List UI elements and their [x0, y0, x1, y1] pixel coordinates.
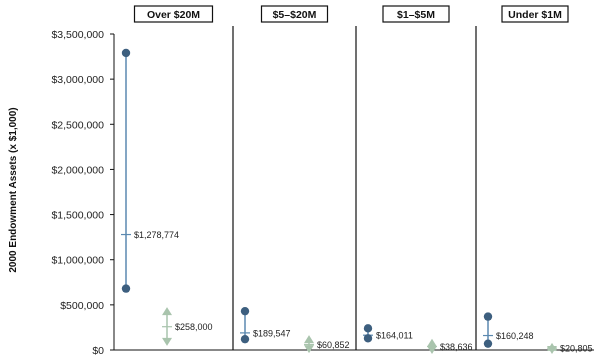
y-axis: $0 $500,000 $1,000,000 $1,500,000 $2,000,000…: [51, 29, 115, 357]
y-tick-label: $1,500,000: [51, 210, 104, 222]
panel-title-box: [260, 5, 329, 23]
panels: Over $20M $1,278,774 $258,000 $5–$20M $189,5…: [114, 5, 594, 354]
y-tick-label: $0: [92, 345, 104, 357]
primary-high-point: [363, 324, 373, 333]
y-tick-label: $3,500,000: [51, 29, 104, 41]
y-axis-title: 2000 Endowment Assets (x $1,000): [8, 107, 19, 272]
secondary-low-point: [304, 345, 314, 354]
y-tick-label: $2,500,000: [51, 119, 104, 131]
secondary-mid-label: $60,852: [317, 340, 350, 350]
panel-1: Over $20M $1,278,774 $258,000: [114, 5, 233, 351]
primary-mid-label: $1,278,774: [134, 230, 179, 240]
panel-title: Under $1M: [508, 9, 562, 21]
primary-low-point: [363, 334, 373, 343]
panel-4: Under $1M $160,248 $20,805: [475, 5, 594, 354]
primary-mid-label: $160,248: [496, 331, 534, 341]
primary-mid-label: $189,547: [253, 328, 291, 338]
primary-low-point: [121, 284, 131, 293]
panel-title: $5–$20M: [273, 9, 317, 21]
panel-2: $5–$20M $189,547 $60,852: [232, 5, 356, 354]
panel-3: $1–$5M $164,011 $38,636: [355, 5, 476, 354]
primary-high-point: [121, 48, 131, 58]
panel-title-box: [501, 5, 569, 23]
primary-high-point: [240, 306, 250, 316]
secondary-high-point: [304, 335, 314, 344]
secondary-high-point: [162, 307, 172, 316]
y-tick-label: $2,000,000: [51, 164, 104, 176]
secondary-low-point: [162, 337, 172, 346]
secondary-high-point: [427, 338, 437, 347]
panel-title: $1–$5M: [397, 9, 435, 21]
y-tick-label: $3,000,000: [51, 74, 104, 86]
secondary-mid-label: $258,000: [175, 322, 213, 332]
y-tick-label: $1,000,000: [51, 255, 104, 267]
secondary-mid-label: $20,805: [560, 344, 593, 354]
primary-mid-label: $164,011: [376, 331, 413, 341]
primary-high-point: [483, 312, 493, 321]
primary-low-point: [240, 334, 250, 344]
panel-title-box: [382, 5, 450, 23]
y-tick-label: $500,000: [60, 300, 104, 312]
panel-title: Over $20M: [147, 9, 200, 21]
secondary-low-point: [547, 346, 557, 354]
secondary-mid-label: $38,636: [440, 342, 473, 352]
panel-title-box: [133, 5, 214, 23]
primary-low-point: [483, 339, 493, 348]
secondary-low-point: [427, 346, 437, 354]
